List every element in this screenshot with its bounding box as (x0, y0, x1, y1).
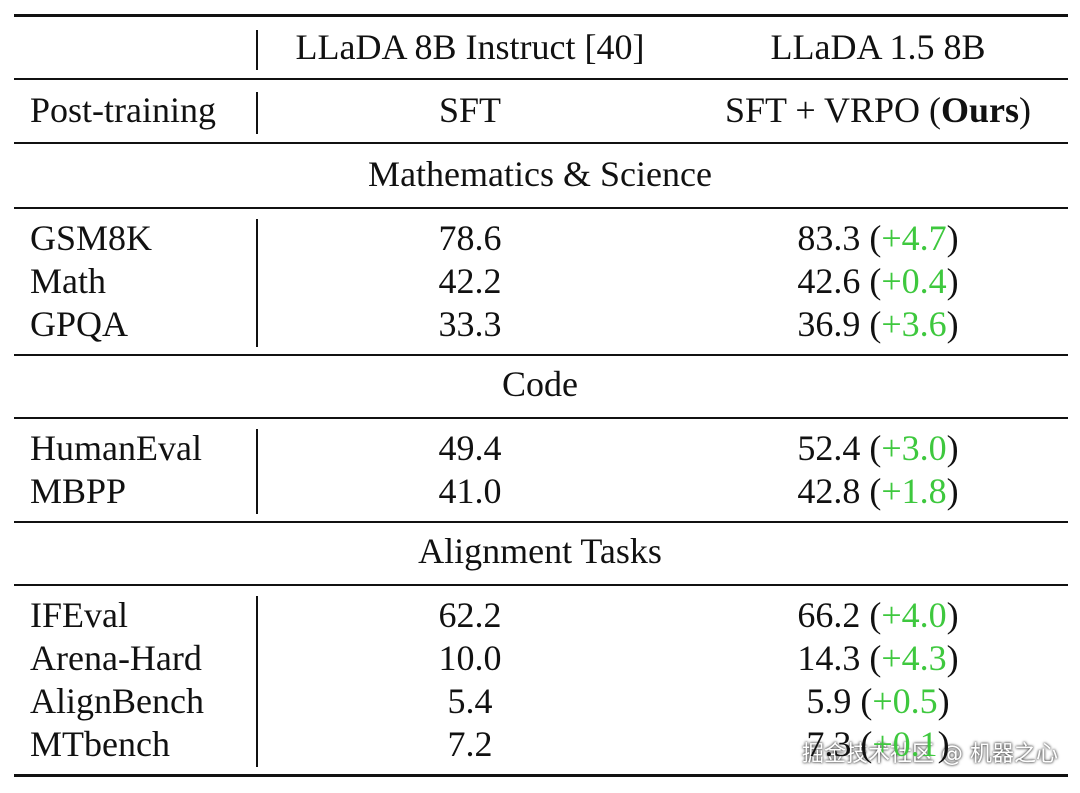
delta: +4.3 (869, 638, 958, 678)
column-rule (256, 30, 258, 70)
rule (14, 417, 1068, 419)
ours-cell: 36.9 +3.6 (797, 302, 958, 346)
section-title: Code (502, 364, 578, 404)
baseline-score: 5.4 (447, 681, 493, 721)
rule (14, 584, 1068, 586)
benchmark: HumanEval (30, 428, 202, 468)
column-rule (256, 219, 258, 347)
column-rule (256, 596, 258, 767)
rule (14, 78, 1068, 80)
section-title: Mathematics & Science (368, 154, 712, 194)
model-header: LLaDA 8B Instruct [40] (295, 27, 645, 67)
ours-score: 7.3 (806, 724, 852, 764)
delta: +0.5 (860, 681, 949, 721)
ours-score: 14.3 (797, 638, 861, 678)
baseline-score: 42.2 (438, 261, 502, 301)
method-header: SFT + VRPO Ours (725, 88, 1031, 132)
ours-cell: 42.6 +0.4 (797, 259, 958, 303)
model-header: LLaDA 1.5 8B (770, 27, 986, 67)
section-title: Alignment Tasks (418, 531, 662, 571)
ours-tag-wrap: Ours (929, 90, 1031, 130)
ours-score: 5.9 (806, 681, 852, 721)
baseline-score: 10.0 (438, 638, 502, 678)
benchmark: Arena-Hard (30, 638, 202, 678)
benchmark: GSM8K (30, 218, 153, 258)
benchmark: MTbench (30, 724, 170, 764)
column-rule (256, 92, 258, 134)
ours-score: 42.6 (797, 261, 861, 301)
rule (14, 142, 1068, 144)
ours-cell: 5.9 +0.5 (806, 679, 949, 723)
ours-cell: 14.3 +4.3 (797, 636, 958, 680)
delta: +0.1 (860, 724, 949, 764)
rule (14, 521, 1068, 523)
method-name: SFT + VRPO (724, 90, 921, 130)
ours-cell: 7.3 +0.1 (806, 722, 949, 766)
rule (14, 14, 1068, 17)
delta: +0.4 (869, 261, 958, 301)
ours-cell: 83.3 +4.7 (797, 216, 958, 260)
baseline-score: 49.4 (438, 428, 502, 468)
row-header: Post-training (30, 90, 216, 130)
ours-score: 36.9 (797, 304, 861, 344)
delta: +4.7 (869, 218, 958, 258)
ours-cell: 42.8 +1.8 (797, 469, 958, 513)
delta: +3.0 (869, 428, 958, 468)
baseline-score: 33.3 (438, 304, 502, 344)
ours-cell: 66.2 +4.0 (797, 593, 958, 637)
watermark: 掘金技术社区 @ 机器之心 (802, 742, 1058, 767)
ours-tag: Ours (941, 90, 1020, 130)
rule (14, 354, 1068, 356)
delta: +1.8 (869, 471, 958, 511)
benchmark: IFEval (30, 595, 128, 635)
baseline-score: 62.2 (438, 595, 502, 635)
rule (14, 207, 1068, 209)
ours-score: 42.8 (797, 471, 861, 511)
ours-cell: 52.4 +3.0 (797, 426, 958, 470)
delta: +4.0 (869, 595, 958, 635)
ours-score: 66.2 (797, 595, 861, 635)
rule (14, 774, 1068, 777)
baseline-score: 78.6 (438, 218, 502, 258)
benchmark: MBPP (30, 471, 127, 511)
column-rule (256, 429, 258, 514)
baseline-score: 7.2 (447, 724, 493, 764)
method-header: SFT (438, 90, 502, 130)
benchmark: AlignBench (30, 681, 204, 721)
delta: +3.6 (869, 304, 958, 344)
baseline-score: 41.0 (438, 471, 502, 511)
benchmark: Math (30, 261, 106, 301)
benchmark: GPQA (30, 304, 129, 344)
ours-score: 83.3 (797, 218, 861, 258)
ours-score: 52.4 (797, 428, 861, 468)
